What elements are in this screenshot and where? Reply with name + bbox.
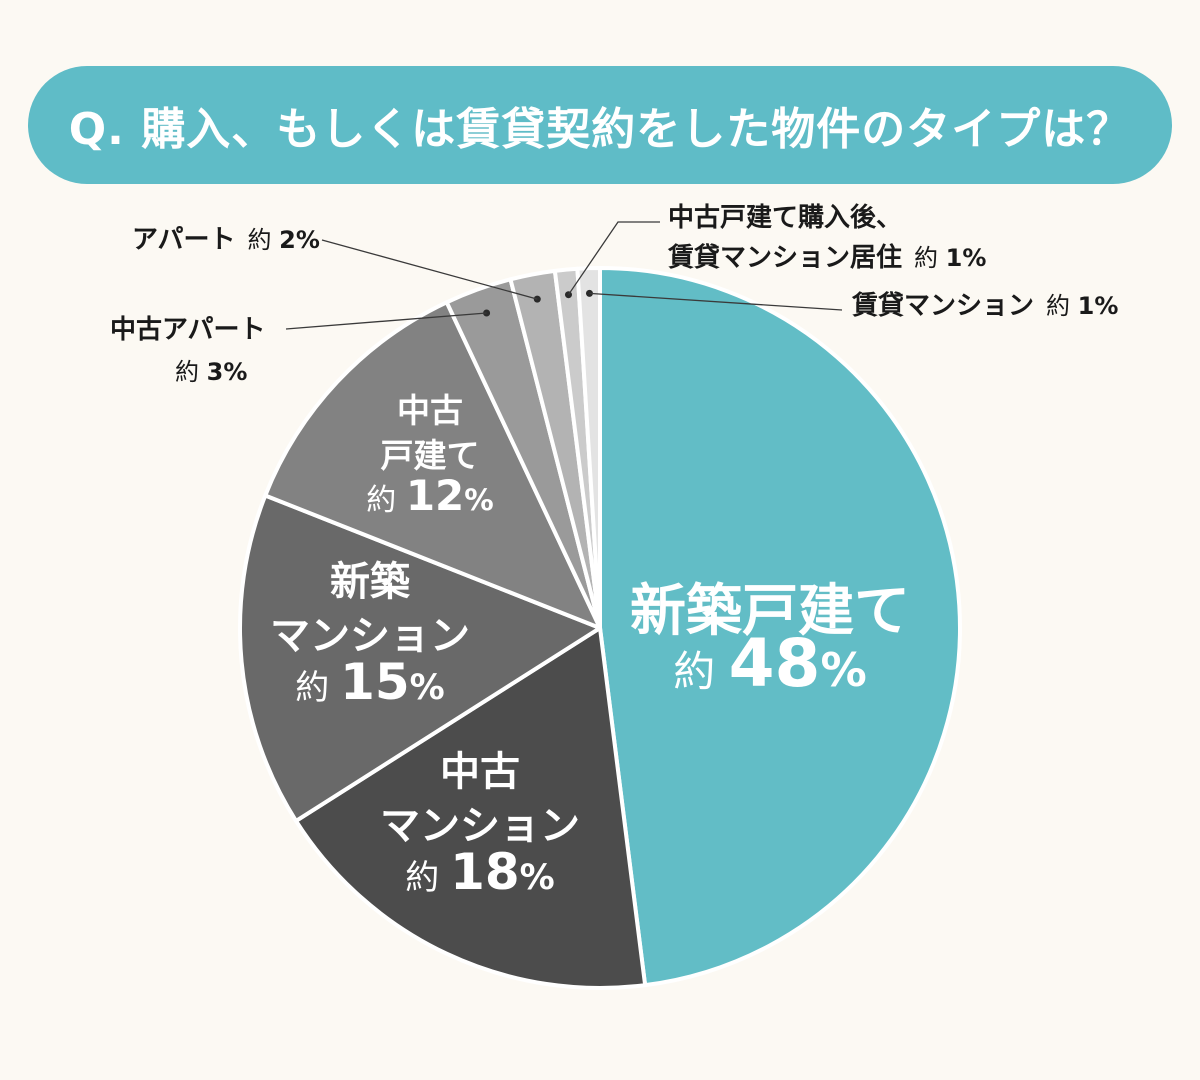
slice-label: 中古: [397, 391, 463, 430]
slice-value: 約 12%: [366, 471, 493, 520]
slice-label: 戸建て: [381, 436, 480, 475]
leader-line: [589, 292, 843, 311]
leader-lines: [285, 221, 843, 330]
pie-slice: [575, 266, 602, 630]
leader-line: [567, 221, 660, 296]
slice-label: マンション: [380, 803, 580, 849]
slice-label: 中古戸建て購入後、: [668, 202, 902, 233]
leader-line: [321, 239, 538, 300]
pie-slices: [238, 266, 962, 990]
chart-title: Q. 購入、もしくは賃貸契約をした物件のタイプは？: [68, 104, 1132, 155]
slice-label: 賃貸マンション約 1%: [851, 290, 1118, 321]
slice-label: マンション: [270, 613, 470, 659]
slice-label: 中古: [440, 749, 520, 795]
slice-label: 中古アパート: [110, 315, 265, 345]
pie-slice: [238, 493, 602, 823]
slice-label: 賃貸マンション居住約 1%: [667, 242, 986, 273]
pie-slice: [598, 266, 962, 988]
leader-line: [285, 312, 487, 330]
title-banner: Q. 購入、もしくは賃貸契約をした物件のタイプは？: [28, 66, 1172, 184]
slice-label: 新築戸建て: [630, 579, 910, 644]
slice-label: アパート約 2%: [132, 225, 320, 255]
slice-value: 約 18%: [405, 843, 554, 901]
slice-label: 新築: [330, 559, 411, 605]
slice-value: 約 3%: [175, 358, 247, 386]
slice-value: 約 15%: [295, 653, 444, 711]
pie-slice: [263, 300, 602, 630]
pie-slice: [294, 626, 648, 990]
slice-value: 約 48%: [673, 625, 867, 702]
